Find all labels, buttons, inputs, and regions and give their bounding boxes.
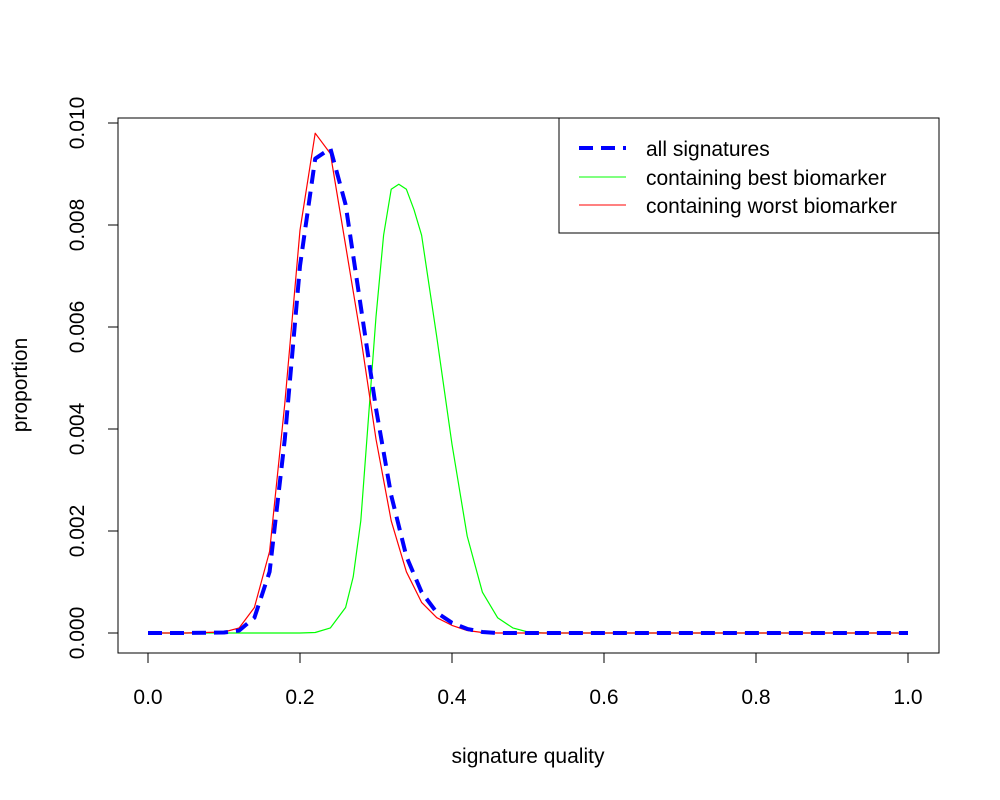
- y-tick-label: 0.010: [66, 97, 89, 150]
- legend: all signatures containing best biomarker…: [558, 117, 940, 234]
- x-tick-label: 0.6: [589, 686, 618, 709]
- legend-label-all-signatures: all signatures: [646, 138, 770, 161]
- series-layer: [148, 132, 908, 635]
- x-tick-label: 1.0: [893, 686, 922, 709]
- y-tick-label: 0.006: [66, 301, 89, 354]
- x-tick-label: 0.8: [741, 686, 770, 709]
- series-line-all-signatures: [148, 146, 908, 635]
- x-tick-label: 0.4: [437, 686, 467, 709]
- series-line-containing-best-biomarker: [148, 183, 908, 634]
- y-tick-label: 0.004: [66, 402, 89, 455]
- y-tick-label: 0.002: [66, 505, 89, 558]
- y-tick-label: 0.008: [66, 199, 89, 252]
- y-tick-label: 0.000: [66, 607, 89, 660]
- legend-label-best-biomarker: containing best biomarker: [646, 167, 886, 190]
- y-axis-title: proportion: [9, 338, 32, 433]
- legend-label-worst-biomarker: containing worst biomarker: [646, 195, 897, 218]
- legend-box: [558, 117, 940, 234]
- x-axis-title: signature quality: [452, 745, 605, 768]
- x-tick-label: 0.2: [285, 686, 314, 709]
- y-axis: 0.000 0.002 0.004 0.006 0.008 0.010: [66, 97, 119, 660]
- x-axis: 0.0 0.2 0.4 0.6 0.8 1.0: [133, 652, 923, 709]
- x-tick-label: 0.0: [133, 686, 162, 709]
